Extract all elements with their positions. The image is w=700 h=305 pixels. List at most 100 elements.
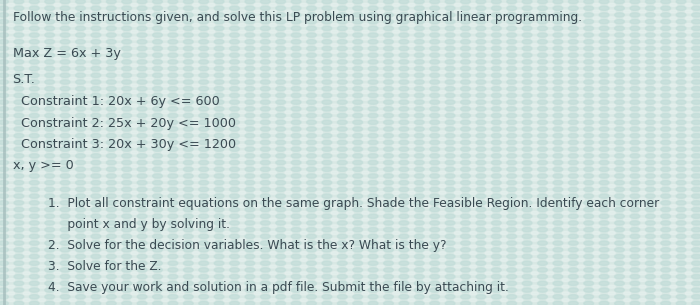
Circle shape [208,57,215,60]
Circle shape [454,151,461,154]
Circle shape [208,117,215,120]
Circle shape [454,64,461,67]
Circle shape [260,120,270,124]
Circle shape [430,201,440,205]
Circle shape [106,113,116,118]
Circle shape [424,292,430,295]
Circle shape [685,77,692,80]
Text: 1.  Plot all constraint equations on the same graph. Shade the Feasible Region. : 1. Plot all constraint equations on the … [48,197,659,210]
Circle shape [562,171,569,174]
Circle shape [685,144,692,147]
Circle shape [485,285,492,288]
Circle shape [23,285,30,288]
Circle shape [291,201,301,205]
Circle shape [8,299,15,302]
Circle shape [491,241,501,245]
Circle shape [399,248,409,252]
Circle shape [322,26,332,30]
Circle shape [630,248,640,252]
Circle shape [424,131,430,134]
Circle shape [285,131,292,134]
Circle shape [137,26,147,30]
Circle shape [85,117,92,120]
Circle shape [245,147,255,151]
Circle shape [116,278,122,282]
Circle shape [639,252,646,255]
Circle shape [414,207,424,212]
Circle shape [445,93,455,98]
Circle shape [300,205,307,208]
Circle shape [60,20,70,24]
Circle shape [162,64,169,67]
Circle shape [183,20,193,24]
Circle shape [470,178,477,181]
Circle shape [538,46,547,51]
Circle shape [0,221,8,225]
Circle shape [291,248,301,252]
Circle shape [168,207,178,212]
Circle shape [60,187,70,192]
Circle shape [670,185,677,188]
Circle shape [177,50,184,53]
Circle shape [624,178,631,181]
Circle shape [0,288,8,292]
Circle shape [516,151,523,154]
Circle shape [654,37,661,40]
Circle shape [316,231,323,235]
Circle shape [60,100,70,104]
Circle shape [661,167,671,171]
Circle shape [547,272,554,275]
Circle shape [331,104,338,107]
Circle shape [593,191,600,194]
Circle shape [377,211,384,214]
Circle shape [193,50,200,53]
Circle shape [214,295,224,299]
Circle shape [153,221,162,225]
Circle shape [670,231,677,235]
Circle shape [316,44,323,47]
Circle shape [276,100,286,104]
Circle shape [485,37,492,40]
Circle shape [276,167,286,171]
Circle shape [116,245,122,248]
Circle shape [100,84,107,87]
Circle shape [0,100,8,104]
Circle shape [430,214,440,218]
Circle shape [14,288,24,292]
Circle shape [599,268,609,272]
Circle shape [106,134,116,138]
Circle shape [593,50,600,53]
Circle shape [29,268,39,272]
Circle shape [137,20,147,24]
Circle shape [69,158,76,161]
Circle shape [337,147,347,151]
Circle shape [393,138,400,141]
Circle shape [214,147,224,151]
Circle shape [131,178,138,181]
Circle shape [193,205,200,208]
Circle shape [454,124,461,127]
Circle shape [439,124,446,127]
Circle shape [500,117,508,120]
Circle shape [439,97,446,100]
Circle shape [29,6,39,10]
Circle shape [183,248,193,252]
Circle shape [430,160,440,165]
Circle shape [615,268,624,272]
Circle shape [507,187,517,192]
Circle shape [470,211,477,214]
Circle shape [661,214,671,218]
Circle shape [639,211,646,214]
Circle shape [516,91,523,94]
Circle shape [168,113,178,118]
Circle shape [414,13,424,17]
Circle shape [260,107,270,111]
Circle shape [608,185,615,188]
Circle shape [331,17,338,20]
Circle shape [353,40,363,44]
Circle shape [461,194,470,198]
Circle shape [245,154,255,158]
Circle shape [254,138,261,141]
Circle shape [106,127,116,131]
Circle shape [547,191,554,194]
